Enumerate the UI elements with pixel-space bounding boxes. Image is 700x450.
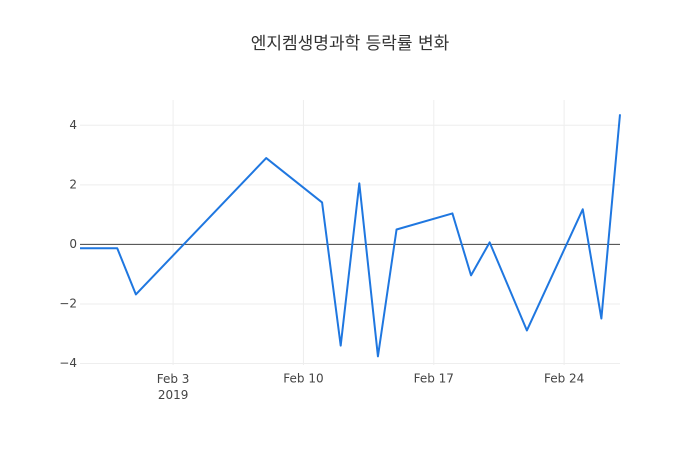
data-line [80,114,621,358]
x-tick-label: Feb 17 [414,372,454,386]
y-tick-label: 0 [69,237,77,251]
y-tick-label: −4 [59,356,77,370]
y-tick-label: −2 [59,296,77,310]
y-tick-label: 2 [69,177,77,191]
x-tick-label: Feb 3 2019 [157,372,190,402]
x-tick-label: Feb 24 [544,372,584,386]
y-tick-label: 4 [69,118,77,132]
chart-title: 엔지켐생명과학 등락률 변화 [251,34,450,54]
x-tick-label: Feb 10 [283,372,323,386]
